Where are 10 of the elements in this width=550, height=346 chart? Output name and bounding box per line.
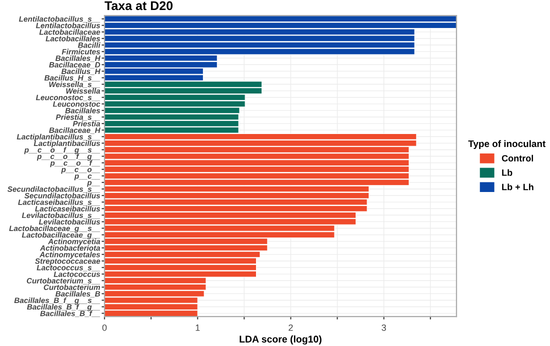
legend-label: Control: [502, 154, 533, 162]
legend-label: Lb + Lh: [502, 184, 534, 190]
legend-title: Type of inoculant: [468, 140, 546, 149]
x-tick-label: 1: [196, 324, 200, 331]
chart-title: Taxa at D20: [104, 1, 173, 10]
x-tick-label: 2: [288, 324, 293, 331]
x-tick-label: 3: [382, 324, 386, 331]
legend-label: Lb: [502, 169, 512, 176]
x-axis-title: LDA score (log10): [240, 335, 322, 345]
x-tick-label: 0: [102, 324, 107, 331]
